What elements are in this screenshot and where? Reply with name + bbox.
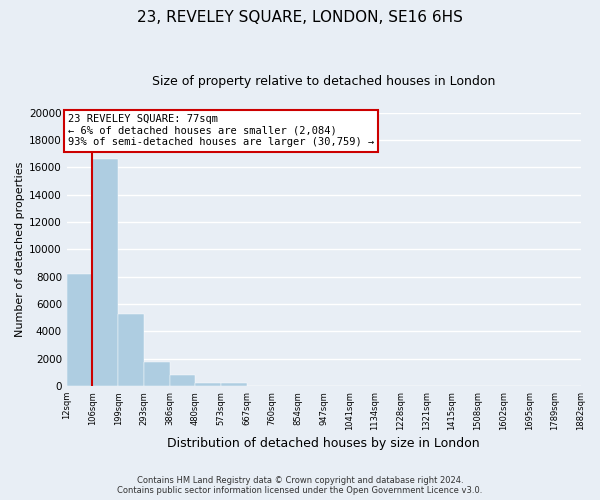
Bar — [92, 159, 118, 386]
Y-axis label: Number of detached properties: Number of detached properties — [15, 162, 25, 337]
Bar — [67, 274, 92, 386]
Bar — [118, 314, 144, 386]
Bar — [221, 382, 247, 386]
Text: 23, REVELEY SQUARE, LONDON, SE16 6HS: 23, REVELEY SQUARE, LONDON, SE16 6HS — [137, 10, 463, 25]
Text: Contains HM Land Registry data © Crown copyright and database right 2024.
Contai: Contains HM Land Registry data © Crown c… — [118, 476, 482, 495]
Bar — [170, 375, 195, 386]
Bar — [195, 382, 221, 386]
Bar — [144, 362, 170, 386]
X-axis label: Distribution of detached houses by size in London: Distribution of detached houses by size … — [167, 437, 480, 450]
Title: Size of property relative to detached houses in London: Size of property relative to detached ho… — [152, 75, 496, 88]
Text: 23 REVELEY SQUARE: 77sqm
← 6% of detached houses are smaller (2,084)
93% of semi: 23 REVELEY SQUARE: 77sqm ← 6% of detache… — [68, 114, 374, 148]
